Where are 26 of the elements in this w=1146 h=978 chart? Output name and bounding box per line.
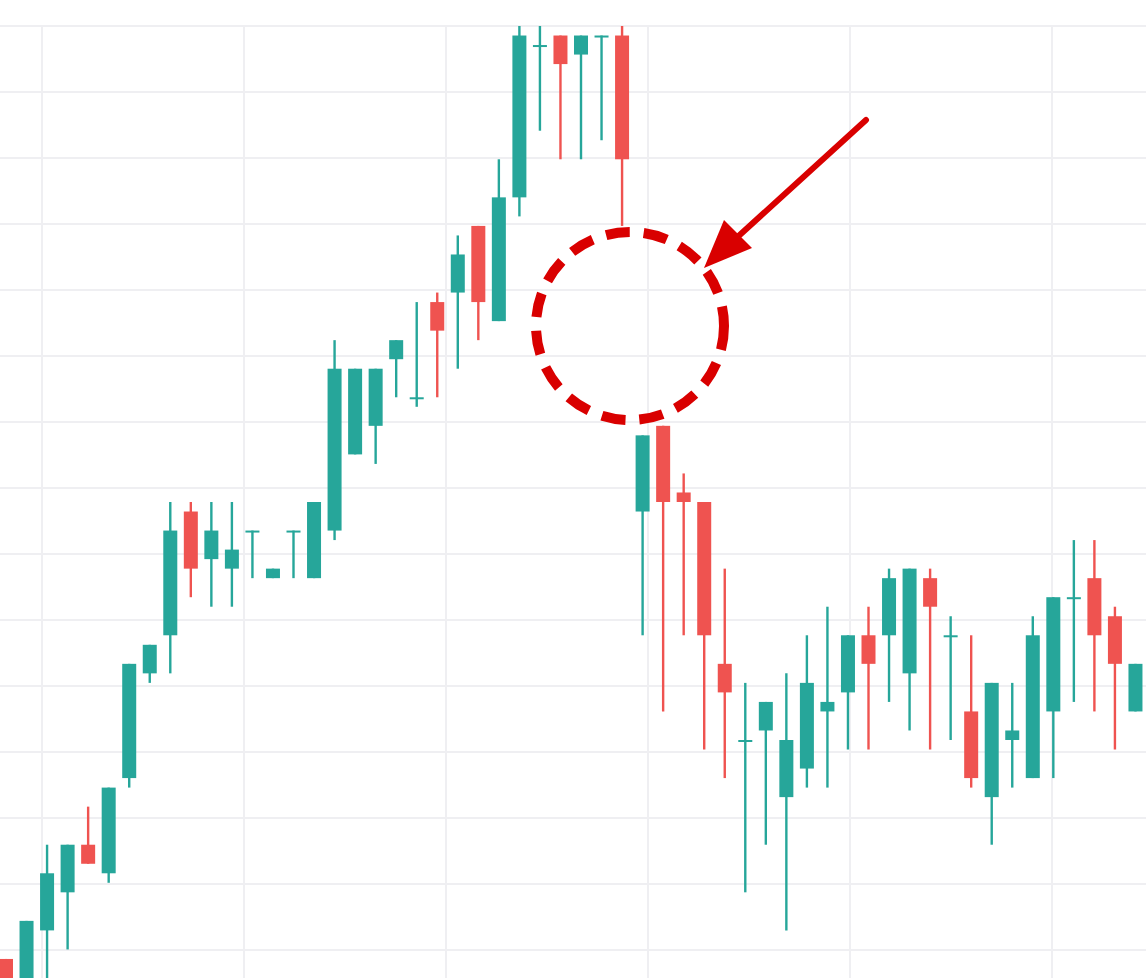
candlestick — [142, 643, 157, 685]
candlestick — [532, 26, 547, 132]
candlestick — [430, 291, 445, 399]
candlestick — [676, 472, 691, 637]
candlestick — [1107, 605, 1122, 751]
candlestick — [245, 529, 260, 580]
candlestick — [286, 529, 301, 580]
candlestick — [738, 681, 753, 894]
candlestick — [409, 300, 424, 408]
candlestick — [60, 843, 75, 951]
candlestick — [224, 500, 239, 608]
candlestick — [574, 34, 588, 161]
candlestick — [923, 567, 938, 751]
candlestick — [389, 338, 404, 399]
candlestick — [717, 567, 732, 780]
candlestick — [1066, 538, 1081, 704]
candlestick — [943, 615, 958, 742]
candlestick — [1005, 681, 1020, 789]
candlestick — [553, 34, 568, 161]
candlestick — [450, 234, 465, 370]
candlestick — [758, 700, 773, 846]
candlestick — [594, 34, 609, 142]
candlestick — [861, 605, 876, 751]
candlestick — [81, 805, 96, 865]
candlestick — [820, 605, 835, 789]
candlestick — [204, 500, 219, 608]
